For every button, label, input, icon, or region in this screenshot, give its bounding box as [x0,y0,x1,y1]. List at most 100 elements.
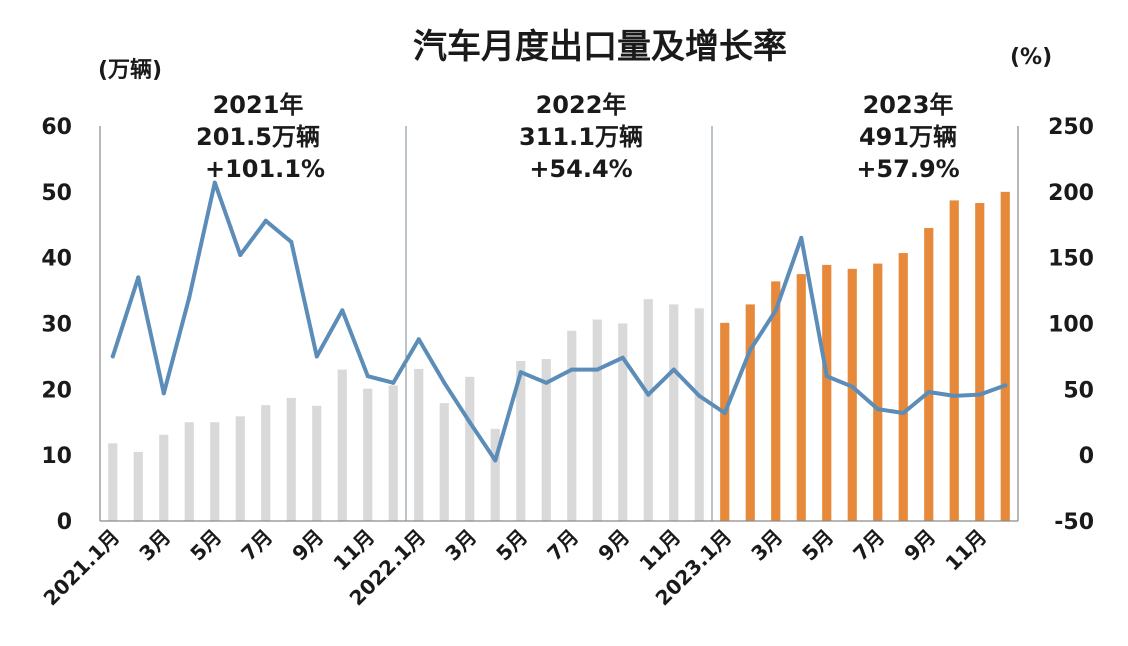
y-right-unit: (%) [1010,45,1052,70]
bar [975,203,985,521]
bar [363,388,373,521]
bar [108,443,118,521]
growth-point [595,367,600,372]
y-right-tick-label: 0 [1079,444,1094,469]
bar [286,397,296,521]
bar [261,405,271,521]
bar [822,264,832,521]
bar [541,359,551,521]
growth-point [442,380,447,385]
bar [949,200,959,521]
bar [924,228,934,521]
annotation-2023-year: 2023年 [863,91,954,119]
growth-point [391,380,396,385]
y-right-tick-label: 50 [1063,378,1094,403]
y-left-axis-ticks: 60 50 40 30 20 10 0 [41,115,72,535]
x-tick-label: 5月 [491,525,532,566]
growth-point [136,275,141,280]
bar [439,403,449,521]
bar [184,422,194,521]
y-left-tick-label: 10 [41,444,72,469]
x-tick-label: 3月 [134,525,175,566]
growth-point [926,389,931,394]
growth-point [697,393,702,398]
x-tick-label: 2021.1月 [39,525,125,611]
growth-point [850,384,855,389]
annotation-2023-growth: +57.9% [856,155,959,183]
bar [235,416,245,521]
y-left-tick-label: 50 [41,181,72,206]
growth-line-series [110,180,1008,463]
y-left-tick-label: 40 [41,247,72,272]
growth-point [977,392,982,397]
bar [465,376,475,521]
x-tick-label: 5月 [185,525,226,566]
bar [796,274,806,521]
bar [745,304,755,521]
bar [720,322,730,521]
y-right-tick-label: 100 [1048,313,1094,338]
y-left-tick-label: 30 [41,313,72,338]
growth-point [901,411,906,416]
growth-point [646,392,651,397]
growth-point [238,253,243,258]
growth-point [467,420,472,425]
growth-point [773,308,778,313]
bar [771,281,781,521]
growth-point [110,354,115,359]
y-right-tick-label: 200 [1048,181,1094,206]
growth-point [952,393,957,398]
annotation-2022-year: 2022年 [536,91,627,119]
y-right-tick-label: 150 [1048,247,1094,272]
growth-line [110,180,1008,463]
growth-point [161,391,166,396]
y-right-tick-label: -50 [1054,510,1094,535]
chart-title: 汽车月度出口量及增长率 [413,27,787,67]
bar [414,368,424,521]
growth-point [722,411,727,416]
bar [643,299,653,521]
bar [210,422,220,521]
growth-point [824,374,829,379]
y-left-tick-label: 0 [57,510,72,535]
growth-point [620,355,625,360]
bar [847,268,857,521]
annotation-2023: 2023年 491万辆 +57.9% [856,91,959,183]
bar [490,428,500,521]
bar [618,323,628,521]
y-left-unit: (万辆) [98,57,162,83]
bar [159,434,169,521]
y-left-tick-label: 20 [41,378,72,403]
growth-point [314,354,319,359]
x-tick-label: 7月 [236,525,277,566]
growth-point [569,367,574,372]
growth-point [416,337,421,342]
x-tick-label: 11月 [940,525,991,576]
y-left-tick-label: 60 [41,115,72,140]
x-tick-label: 7月 [542,525,583,566]
x-tick-label: 3月 [440,525,481,566]
y-right-tick-label: 250 [1048,115,1094,140]
bar [516,361,526,521]
annotation-2021: 2021年 201.5万辆 +101.1% [196,91,325,183]
growth-point [212,180,217,185]
x-tick-label: 9月 [593,525,634,566]
growth-point [544,380,549,385]
growth-point [340,308,345,313]
growth-point [748,347,753,352]
growth-point [365,374,370,379]
growth-point [799,235,804,240]
annotation-2022-volume: 311.1万辆 [519,123,643,151]
bar [694,308,704,521]
x-tick-label: 9月 [287,525,328,566]
x-tick-label: 5月 [797,525,838,566]
annotation-2021-year: 2021年 [213,91,304,119]
x-tick-label: 9月 [899,525,940,566]
bar [388,385,398,521]
bar [567,330,577,521]
growth-point [187,295,192,300]
bar [1000,191,1010,522]
growth-point [875,407,880,412]
